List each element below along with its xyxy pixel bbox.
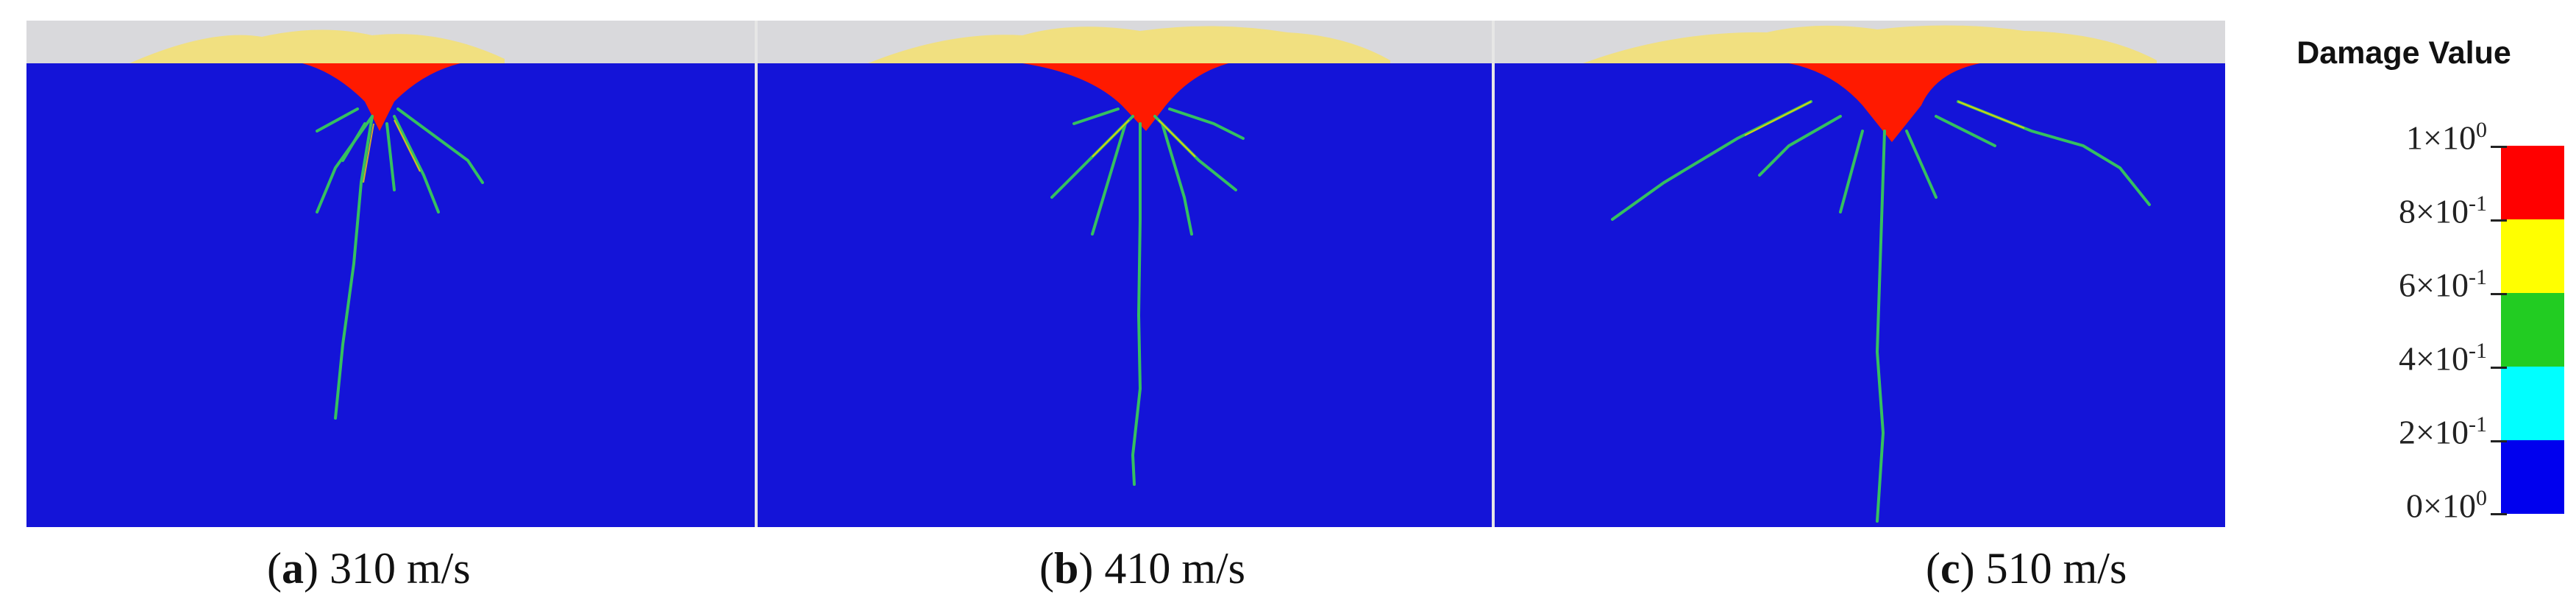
legend-tick <box>2491 440 2507 442</box>
legend-label: 1×100 <box>2406 118 2487 157</box>
legend-tick <box>2491 293 2507 295</box>
caption-c: (c) 510 m/s <box>1926 544 2127 593</box>
legend-label: 6×10-1 <box>2399 265 2487 304</box>
simulation-panel-b <box>758 21 1492 527</box>
simulation-panel-a <box>26 21 755 527</box>
legend-color-blue <box>2501 440 2564 514</box>
legend-color-green <box>2501 293 2564 367</box>
legend-tick <box>2491 146 2507 148</box>
damage-contour-b <box>758 21 1492 486</box>
legend-tick <box>2491 367 2507 369</box>
legend-color-yellow <box>2501 219 2564 293</box>
panel-divider <box>1492 21 1495 527</box>
legend-label: 8×10-1 <box>2399 191 2487 230</box>
legend-label: 0×100 <box>2406 486 2487 525</box>
legend-color-red <box>2501 146 2564 219</box>
legend-color-cyan <box>2501 367 2564 440</box>
damage-contour-a <box>26 21 755 420</box>
caption-b: (b) 410 m/s <box>1039 544 1246 593</box>
legend-label: 2×10-1 <box>2399 412 2487 451</box>
legend-tick <box>2491 219 2507 222</box>
panel-divider <box>755 21 758 527</box>
legend-tick <box>2491 513 2507 515</box>
caption-a: (a) 310 m/s <box>267 544 471 593</box>
legend-title: Damage Value <box>2296 35 2511 71</box>
damage-contour-c <box>1495 21 2225 523</box>
simulation-panel-c <box>1495 21 2225 527</box>
legend-label: 4×10-1 <box>2399 339 2487 378</box>
